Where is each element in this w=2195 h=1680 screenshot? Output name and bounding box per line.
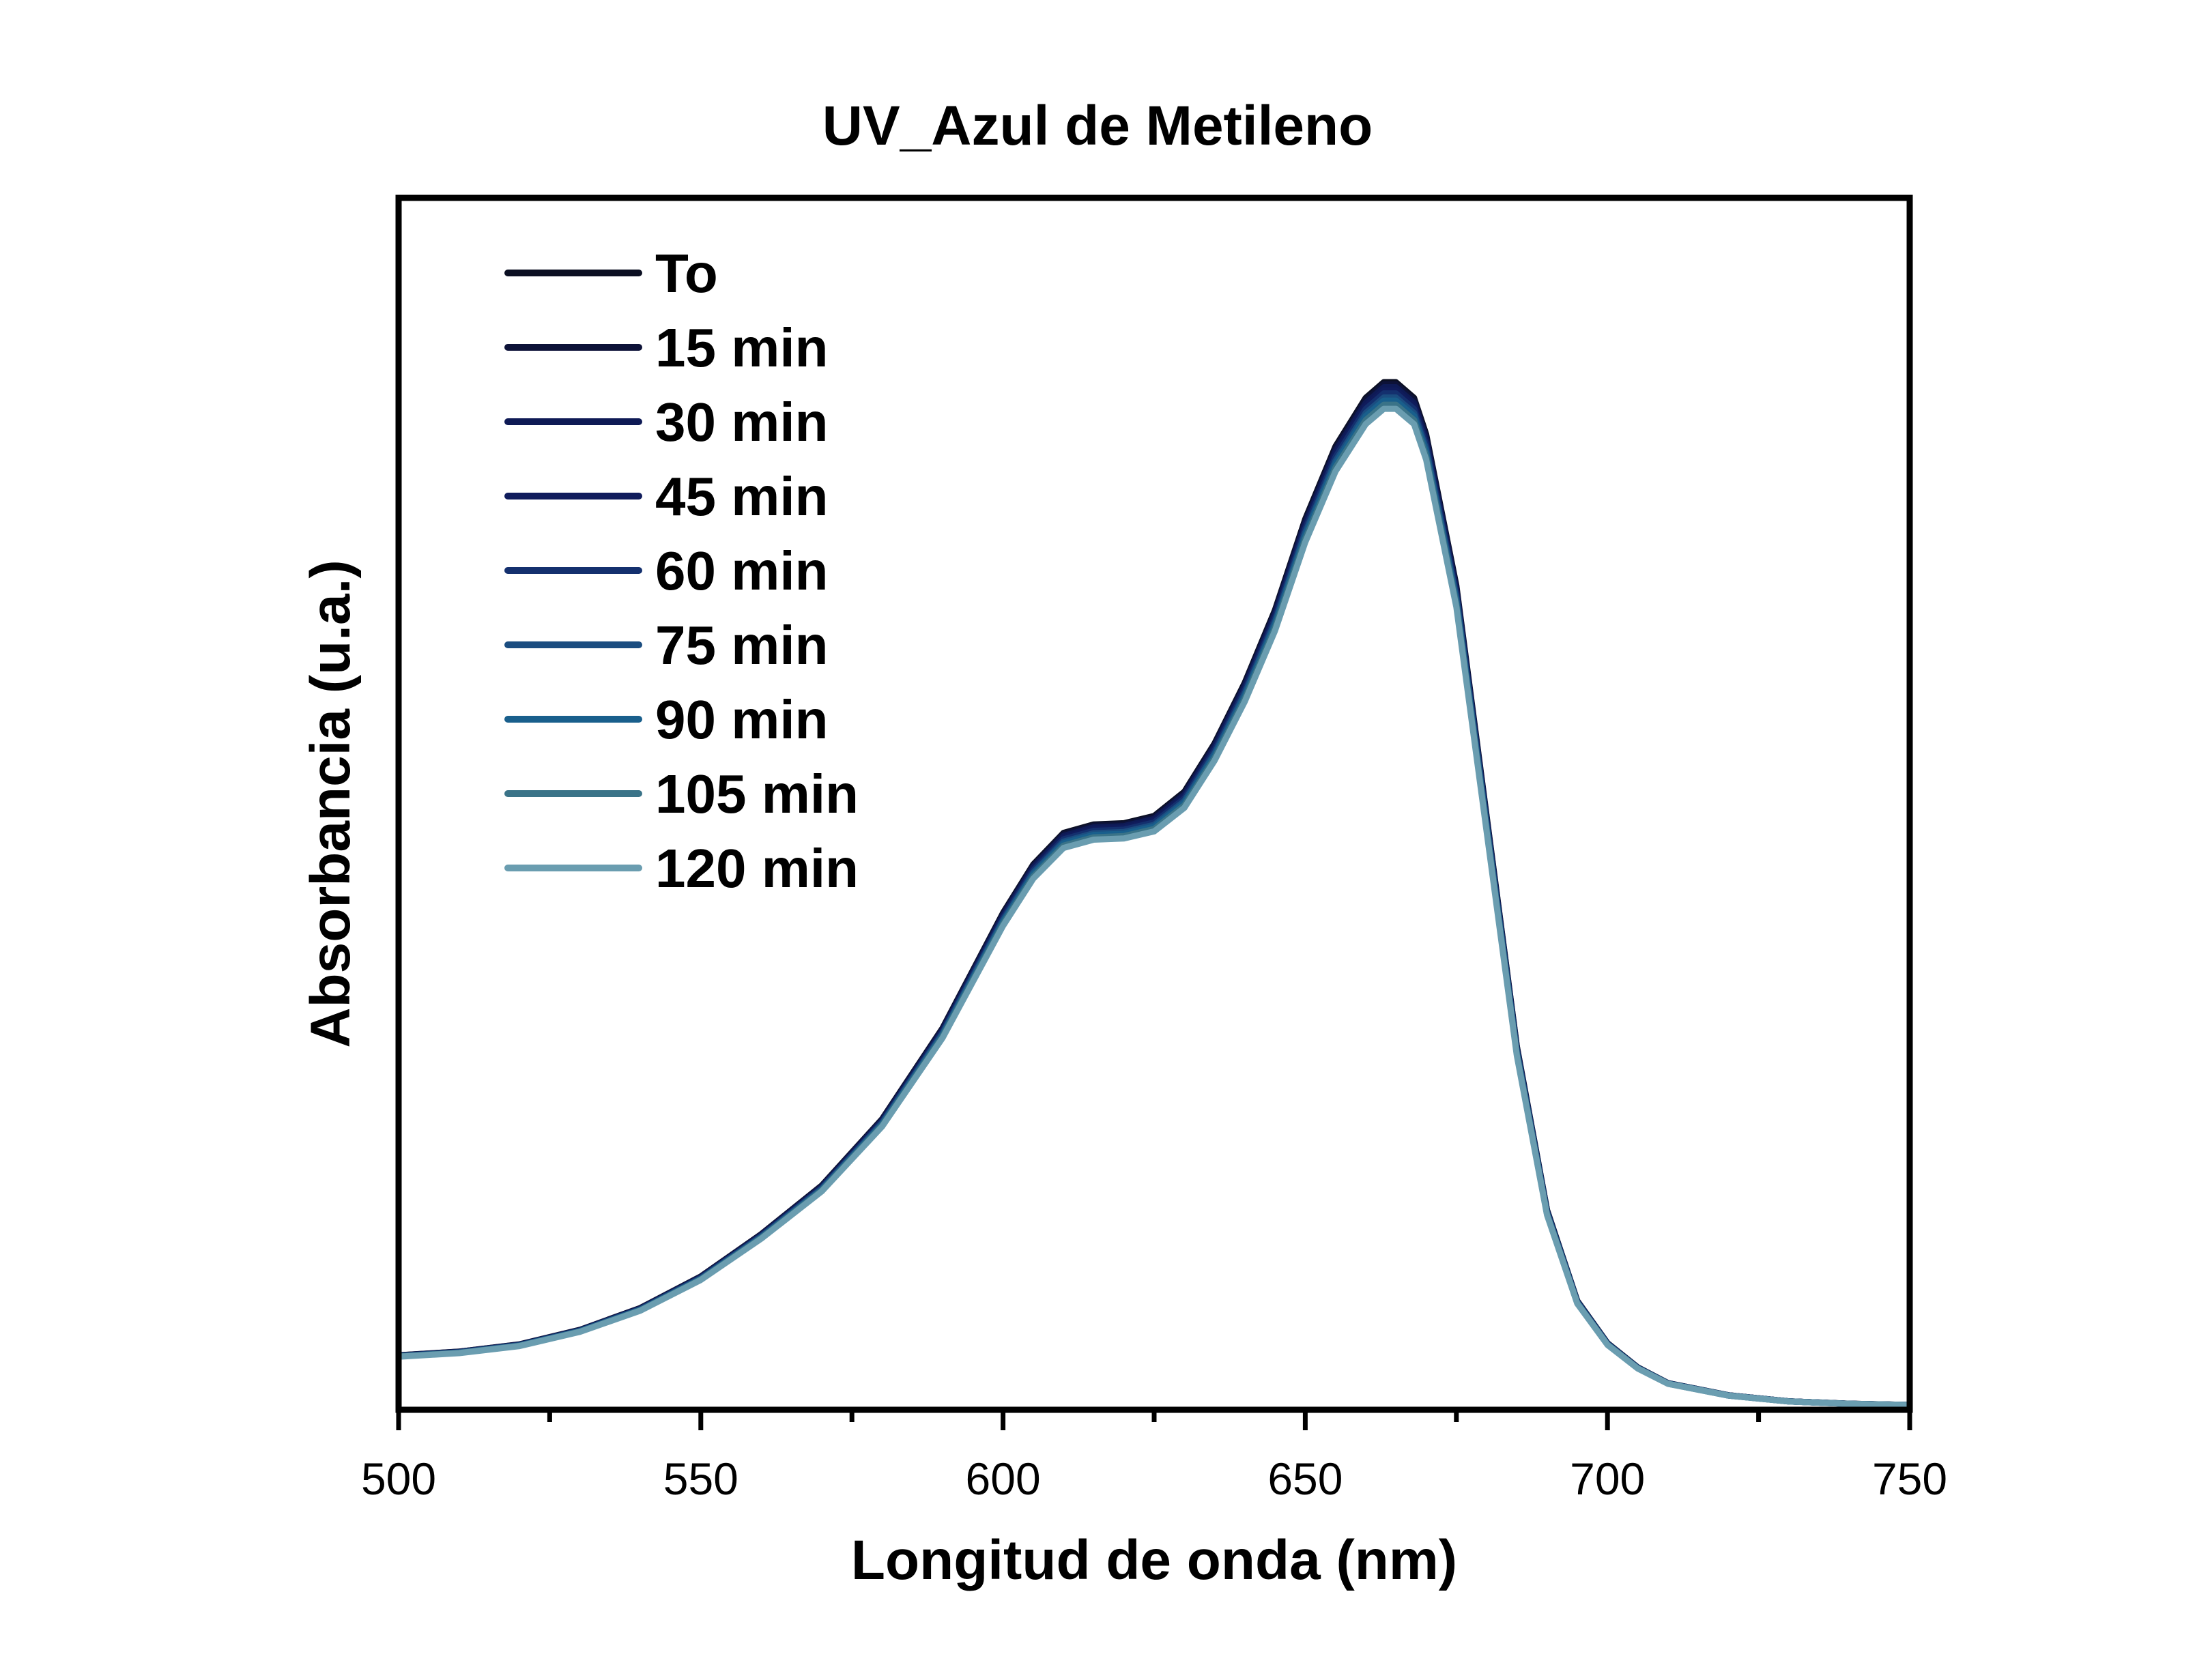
series-line bbox=[395, 381, 1913, 1408]
legend-label: 15 min bbox=[655, 317, 828, 378]
series-group bbox=[395, 379, 1913, 1408]
chart-title: UV_Azul de Metileno bbox=[822, 95, 1373, 157]
x-tick-label: 750 bbox=[1872, 1453, 1947, 1504]
x-ticks: 500 550 600 650 700 750 bbox=[361, 1410, 1947, 1504]
legend-label: 60 min bbox=[655, 540, 828, 601]
legend: To 15 min 30 min 45 min 60 min 75 min 90 min 10… bbox=[504, 243, 859, 899]
x-tick-label: 550 bbox=[663, 1453, 738, 1504]
x-tick-label: 600 bbox=[966, 1453, 1041, 1504]
legend-label: 30 min bbox=[655, 392, 828, 452]
legend-label: 45 min bbox=[655, 466, 828, 527]
x-tick-label: 500 bbox=[361, 1453, 436, 1504]
series-line bbox=[395, 401, 1913, 1408]
series-line bbox=[395, 397, 1913, 1408]
legend-label: 120 min bbox=[655, 838, 859, 899]
series-line bbox=[395, 390, 1913, 1408]
series-line bbox=[395, 387, 1913, 1408]
x-tick-label: 650 bbox=[1267, 1453, 1343, 1504]
series-line bbox=[395, 379, 1913, 1408]
series-line bbox=[395, 384, 1913, 1408]
legend-label: To bbox=[655, 243, 718, 304]
plot-frame bbox=[395, 194, 1913, 1413]
x-axis-label: Longitud de onda (nm) bbox=[851, 1529, 1457, 1591]
series-line bbox=[395, 394, 1913, 1408]
legend-label: 90 min bbox=[655, 689, 828, 750]
legend-label: 105 min bbox=[655, 764, 859, 824]
legend-label: 75 min bbox=[655, 615, 828, 676]
series-line bbox=[395, 405, 1913, 1408]
y-axis-label: Absorbancia (u.a.) bbox=[300, 560, 362, 1047]
x-tick-label: 700 bbox=[1570, 1453, 1645, 1504]
